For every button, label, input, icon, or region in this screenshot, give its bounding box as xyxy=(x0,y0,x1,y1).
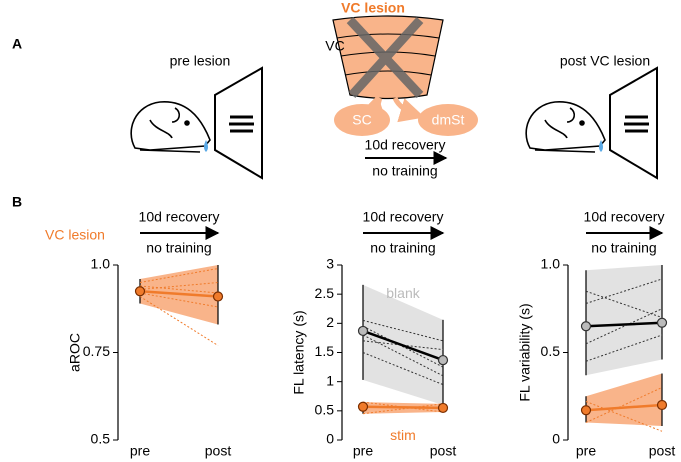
y-tick-label: 0 xyxy=(326,431,334,447)
grating xyxy=(229,115,254,133)
arrow-label: no training xyxy=(146,240,211,256)
series-line xyxy=(139,296,219,346)
series-line xyxy=(139,290,219,298)
arrow-label: 10d recovery xyxy=(365,137,446,153)
series-line xyxy=(139,292,219,308)
series-line xyxy=(362,403,444,415)
y-tick-label: 2.5 xyxy=(315,285,335,301)
arrow-label: 10d recovery xyxy=(584,209,665,225)
y-tick-label: 0.5 xyxy=(91,431,111,447)
title: post VC lesion xyxy=(560,53,650,69)
range-band xyxy=(586,265,662,376)
y-tick-label: 2 xyxy=(326,314,334,330)
series-line xyxy=(585,290,663,318)
y-tick-label: 0 xyxy=(552,431,560,447)
range-band xyxy=(586,373,662,426)
arrow-label: no training xyxy=(591,240,656,256)
series-line xyxy=(585,308,663,345)
series-line xyxy=(585,334,663,362)
series-line xyxy=(585,321,663,328)
point xyxy=(357,401,369,412)
sc-node xyxy=(334,104,390,136)
x-tick-label: post xyxy=(205,443,232,459)
y-tick-label: 1.5 xyxy=(315,343,335,359)
node-label: SC xyxy=(352,112,371,128)
y-tick-label: 1.0 xyxy=(541,256,561,272)
point xyxy=(656,399,668,411)
series-line xyxy=(139,268,219,283)
series-line xyxy=(585,278,663,304)
x-tick-label: post xyxy=(430,443,457,459)
point xyxy=(580,321,592,332)
x-tick-label: post xyxy=(649,443,676,459)
series-line xyxy=(585,387,663,423)
mouse-left xyxy=(130,101,211,153)
lesion-x xyxy=(346,16,424,99)
series-line xyxy=(585,401,663,432)
panel-a: A pre lesion VC lesion VC SC dmSt 10d re… xyxy=(12,0,658,180)
y-tick-label: 0.75 xyxy=(83,343,110,359)
series-line xyxy=(585,403,663,412)
series-line xyxy=(362,405,444,410)
arrow-label: 10d recovery xyxy=(363,209,444,225)
x-tick-label: pre xyxy=(130,443,150,459)
series-line xyxy=(139,282,219,290)
point xyxy=(580,405,592,416)
arrow-label: 10d recovery xyxy=(139,209,220,225)
arrow-label: no training xyxy=(372,163,437,179)
y-tick-label: 3 xyxy=(326,256,334,272)
title: pre lesion xyxy=(170,53,231,69)
y-tick-label: 1.0 xyxy=(91,256,111,272)
point xyxy=(212,291,224,302)
y-axis-label: aROC xyxy=(67,333,83,372)
y-axis-label: FL variability (s) xyxy=(517,303,533,401)
condition-label: VC lesion xyxy=(45,227,105,243)
y-tick-label: 0.5 xyxy=(315,402,335,418)
y-axis-label: FL latency (s) xyxy=(291,310,307,394)
point xyxy=(437,402,449,414)
node-label: dmSt xyxy=(432,112,465,128)
series-line xyxy=(139,285,219,294)
mouse-right xyxy=(525,66,658,180)
point xyxy=(437,354,449,366)
dmst-node xyxy=(418,104,478,136)
point xyxy=(357,325,369,337)
area-label: VC xyxy=(325,38,344,54)
series-line xyxy=(362,329,444,362)
annotation: blank xyxy=(386,285,420,301)
arrow-label: no training xyxy=(370,240,435,256)
point xyxy=(134,286,146,297)
lesion-title: VC lesion xyxy=(341,0,405,16)
y-tick-label: 0.5 xyxy=(541,343,561,359)
series-line xyxy=(362,319,444,342)
panel-label: A xyxy=(12,36,22,52)
annotation: stim xyxy=(390,427,416,443)
y-tick-label: 1 xyxy=(326,372,334,388)
point xyxy=(656,317,668,328)
x-tick-label: pre xyxy=(576,443,596,459)
x-tick-label: pre xyxy=(353,443,373,459)
panel-label: B xyxy=(12,194,22,210)
series-line xyxy=(362,334,444,377)
drop xyxy=(204,140,208,152)
